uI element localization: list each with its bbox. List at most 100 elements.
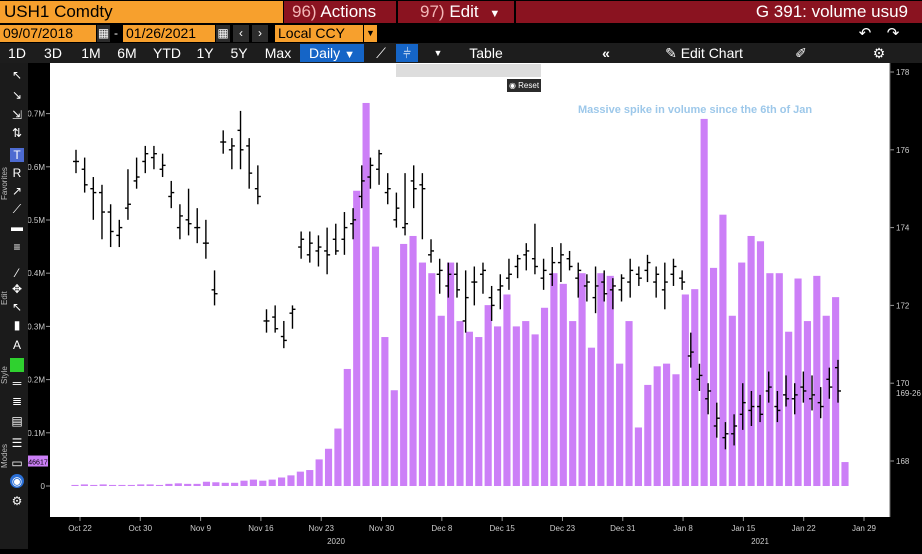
period-6m[interactable]: 6M — [117, 45, 137, 61]
volume-bar — [99, 484, 107, 486]
edit-chart-button[interactable]: ✎ Edit Chart — [648, 44, 760, 62]
date-bar — [0, 24, 922, 43]
period-3d[interactable]: 3D — [44, 45, 62, 61]
next-arrow-icon[interactable]: › — [252, 25, 268, 42]
color-swatch-icon[interactable] — [10, 358, 24, 372]
volume-bar — [71, 484, 79, 486]
period-ytd[interactable]: YTD — [153, 45, 181, 61]
volume-bar — [606, 275, 614, 486]
period-1d[interactable]: 1D — [8, 45, 26, 61]
settings-icon[interactable]: ⚙ — [11, 494, 23, 508]
calendar-icon[interactable]: ▦ — [97, 25, 110, 42]
reset-button[interactable]: ◉ Reset — [507, 79, 541, 92]
volume-bar — [540, 307, 549, 486]
volume-bar — [343, 368, 351, 486]
x-axis-tick-label: Jan 8 — [673, 524, 693, 533]
ticker-field[interactable]: USH1 Comdty — [0, 1, 283, 23]
move-icon[interactable]: ✥ — [11, 282, 23, 296]
line-tool-icon[interactable]: ↘ — [11, 88, 23, 102]
line-chart-icon[interactable]: ⟋ — [376, 45, 386, 61]
chart-svg[interactable]: 0 0.1M 0.2M 0.3M 0.4M 0.5M 0.6M 0.7M 168 170 172 17… — [27, 63, 922, 549]
volume-badge — [28, 455, 48, 467]
pin-icon[interactable]: T — [10, 148, 24, 162]
actions-menu-button[interactable]: 96) Actions ▼ — [284, 1, 396, 42]
bar-chart-icon[interactable]: ⫩ — [396, 44, 418, 62]
draw-icon[interactable]: ⁄ — [15, 266, 18, 280]
gear-icon[interactable]: ⚙ — [872, 45, 886, 61]
badge-icon[interactable]: ▭ — [11, 456, 23, 470]
checklist-icon[interactable]: ☰ — [11, 436, 23, 450]
left-axis-tick-label: 0.1M — [28, 429, 45, 438]
globe-icon[interactable]: ◉ — [10, 474, 24, 488]
arrow-icon[interactable]: ↗ — [11, 184, 23, 198]
frequency-select[interactable]: Daily ▼ — [300, 44, 364, 62]
layers-icon[interactable]: ▤ — [11, 414, 23, 428]
regression-icon[interactable]: R — [12, 166, 22, 180]
reset-label: Reset — [518, 81, 540, 90]
chevron-down-icon[interactable]: ▼ — [433, 48, 443, 58]
edit-menu-button[interactable]: 97) Edit ▼ — [398, 1, 514, 23]
volume-bar — [371, 246, 380, 486]
volume-bar — [738, 262, 746, 486]
hline-icon[interactable]: ▬ — [11, 220, 23, 234]
ruler-icon[interactable]: ⇲ — [11, 108, 23, 122]
right-axis-tick-label: 176 — [896, 146, 910, 155]
redo-icon[interactable]: ↷ — [882, 25, 904, 42]
volume-bar — [616, 363, 624, 486]
calendar-icon[interactable]: ▦ — [216, 25, 230, 42]
volume-bar — [80, 484, 88, 486]
left-axis-tick-label: 0.2M — [28, 376, 45, 385]
chart-area[interactable]: 0 0.1M 0.2M 0.3M 0.4M 0.5M 0.6M 0.7M 168 170 172 17… — [27, 63, 922, 549]
right-axis-tick-label: 170 — [896, 379, 910, 388]
period-max[interactable]: Max — [264, 45, 292, 61]
chevron-down-icon[interactable]: ▼ — [364, 25, 377, 42]
table-button[interactable]: Table — [469, 45, 503, 61]
chart-overlay-toolbar[interactable] — [396, 64, 541, 77]
x-axis-tick-label: Dec 15 — [489, 524, 515, 533]
font-icon[interactable]: A — [12, 338, 21, 352]
chart-annotation: Massive spike in volume since the 6th of… — [578, 104, 812, 116]
period-1y[interactable]: 1Y — [196, 45, 214, 61]
volume-bar — [287, 475, 295, 486]
channel-icon[interactable]: ≡ — [13, 240, 21, 254]
volume-bar — [587, 347, 596, 486]
volume-bar — [531, 334, 539, 486]
edit-note-icon[interactable]: ✐ — [795, 45, 807, 61]
line-width-icon[interactable]: ≣ — [11, 394, 23, 408]
volume-bar — [597, 273, 605, 486]
volume-bar — [841, 462, 849, 486]
fib-icon[interactable]: ⇅ — [11, 126, 23, 140]
volume-bar — [193, 483, 201, 486]
x-axis-tick-label: Jan 22 — [792, 524, 817, 533]
pointer-icon[interactable]: ↖ — [11, 68, 23, 82]
collapse-icon[interactable]: « — [602, 45, 610, 61]
prev-arrow-icon[interactable]: ‹ — [233, 25, 249, 42]
window-title: G 391: volume usu9 — [516, 1, 922, 23]
end-date-field[interactable]: 01/26/2021 — [123, 25, 215, 42]
left-axis-tick-label: 0.3M — [28, 322, 45, 331]
volume-bar — [672, 374, 680, 486]
favorites-label: Favorites — [0, 167, 9, 200]
currency-select[interactable]: Local CCY — [275, 25, 363, 42]
select-icon[interactable]: ↖ — [11, 300, 23, 314]
volume-bar — [756, 241, 765, 486]
caret-down-icon: ▼ — [489, 8, 501, 20]
volume-bar — [353, 190, 361, 486]
period-1m[interactable]: 1M — [81, 45, 101, 61]
brush-icon[interactable]: ⟋ — [12, 202, 22, 216]
start-date-field[interactable]: 09/07/2018 — [0, 25, 96, 42]
volume-bar — [822, 315, 830, 486]
date-dash: - — [110, 25, 122, 42]
style-label: Style — [0, 366, 9, 384]
volume-bar — [259, 480, 267, 486]
left-axis-tick-label: 0 — [41, 482, 46, 491]
line-style-icon[interactable]: ═ — [12, 376, 22, 390]
period-5y[interactable]: 5Y — [230, 45, 248, 61]
x-axis-tick-label: Jan 29 — [852, 524, 877, 533]
volume-badge-label: 46617 — [28, 460, 48, 467]
tool-sidebar — [0, 63, 28, 549]
volume-bar — [775, 273, 783, 486]
undo-icon[interactable]: ↶ — [854, 25, 876, 42]
trash-icon[interactable]: ▮ — [13, 318, 21, 332]
volume-bar — [663, 363, 671, 486]
